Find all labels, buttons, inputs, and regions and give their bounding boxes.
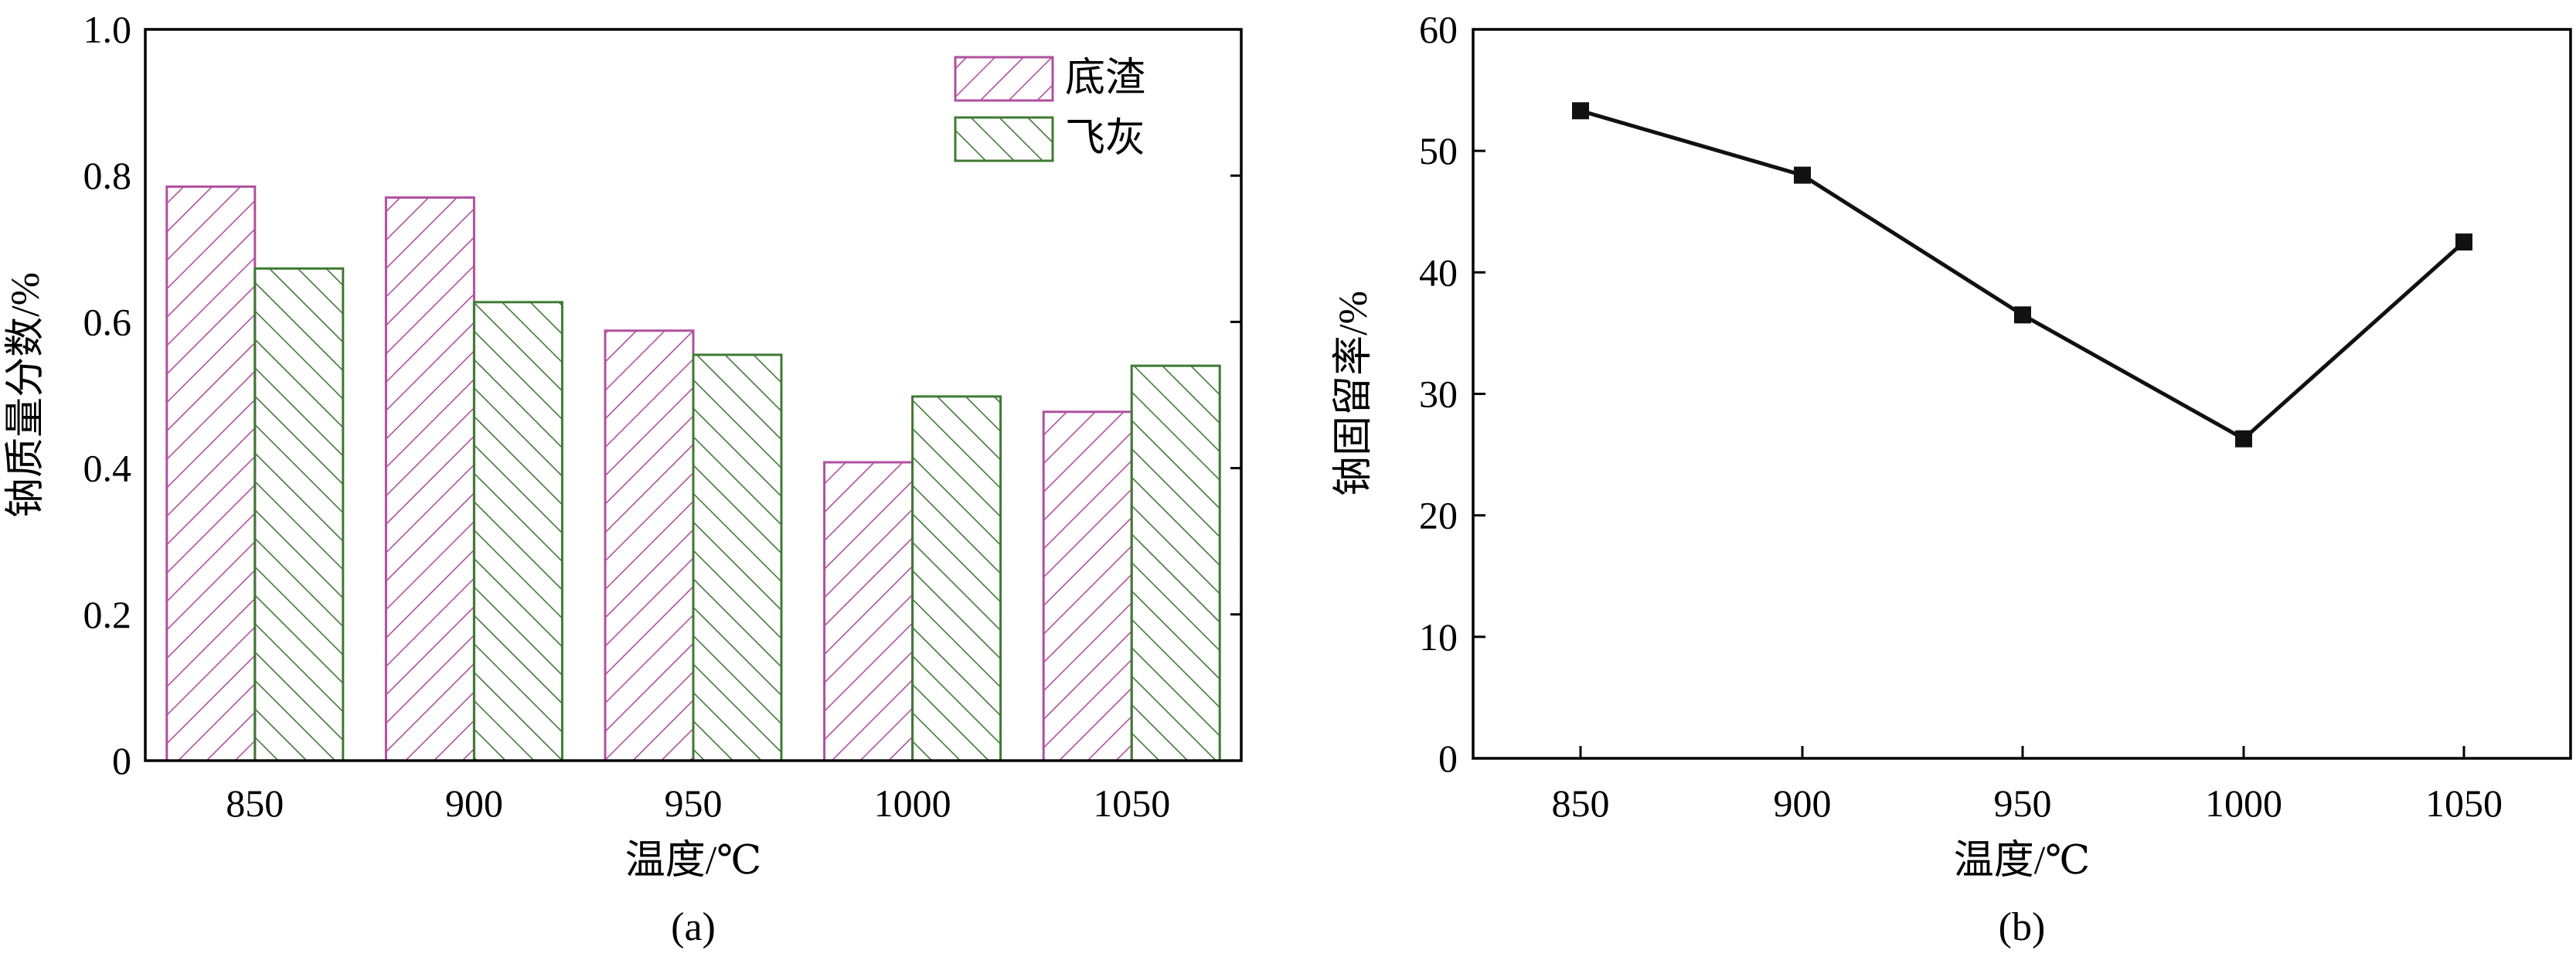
bar: [472, 301, 563, 762]
x-axis-label: 温度/℃: [625, 839, 762, 883]
y-tick-label: 0: [1438, 737, 1458, 780]
line-chart-panel: 0 10 20 30 40 50 60 850 900 950 1000 1050 温度/℃ (b)…: [1332, 8, 2572, 949]
legend-swatch-fly-ash: [954, 116, 1054, 162]
legend-label-bottom-ash: 底渣: [1065, 56, 1145, 100]
y-tick-label: 0.6: [83, 300, 132, 343]
bar: [1130, 364, 1221, 762]
y-tick-label: 30: [1419, 373, 1458, 416]
panel-label-b: (b): [1999, 905, 2046, 949]
x-tick-label: 850: [1552, 782, 1610, 825]
y-tick-label: 0: [112, 739, 131, 782]
x-tick-label: 950: [1994, 782, 2052, 825]
x-tick-label: 1050: [2425, 782, 2503, 825]
x-tick-label: 950: [665, 782, 723, 825]
data-point: [2235, 430, 2252, 448]
x-tick-label: 1000: [2205, 782, 2282, 825]
bar: [604, 329, 695, 762]
bar: [692, 353, 783, 762]
y-tick-label: 50: [1419, 129, 1458, 172]
y-tick-label: 0.4: [83, 447, 132, 490]
bar: [384, 196, 475, 762]
y-axis-ticks: 0 10 20 30 40 50 60: [1419, 8, 1485, 780]
bar-group: [165, 185, 1221, 762]
x-axis-ticks: 850 900 950 1000 1050: [1552, 746, 2503, 825]
plot-frame: [1472, 28, 2572, 760]
y-tick-label: 0.2: [83, 593, 132, 636]
y-axis-label: 钠质量分数/%: [4, 272, 48, 518]
y-tick-label: 0.8: [83, 154, 132, 197]
y-axis-label: 钠固留率/%: [1332, 291, 1376, 496]
y-tick-label: 10: [1419, 615, 1458, 659]
y-tick-label: 1.0: [83, 8, 132, 51]
data-point: [1794, 166, 1811, 184]
x-tick-label: 900: [445, 782, 503, 825]
data-point: [2455, 233, 2472, 251]
y-tick-label: 20: [1419, 494, 1458, 537]
bar: [911, 395, 1002, 762]
x-axis-ticks: 850 900 950 1000 1050: [226, 782, 1170, 825]
x-tick-label: 900: [1774, 782, 1832, 825]
x-axis-label: 温度/℃: [1954, 839, 2091, 883]
bar: [823, 461, 914, 762]
bar: [254, 267, 345, 762]
y-tick-label: 60: [1419, 8, 1458, 51]
legend-swatch-bottom-ash: [954, 56, 1054, 102]
legend: 底渣 飞灰: [954, 56, 1145, 162]
bar: [1042, 410, 1133, 762]
bar-chart-panel: 0 0.2 0.4 0.6 0.8 1.0 850 900 950 1000 1050 底渣 飞灰…: [4, 8, 1243, 949]
series-line: [1580, 108, 2465, 441]
data-point: [2014, 306, 2031, 324]
x-tick-label: 850: [226, 782, 284, 825]
bar: [165, 185, 257, 762]
x-tick-label: 1000: [874, 782, 951, 825]
y-tick-label: 40: [1419, 250, 1458, 294]
y-axis-ticks: 0 0.2 0.4 0.6 0.8 1.0: [83, 8, 1241, 782]
panel-label-a: (a): [671, 905, 716, 949]
x-tick-label: 1050: [1093, 782, 1170, 825]
data-series: [1572, 102, 2472, 448]
legend-label-fly-ash: 飞灰: [1065, 117, 1145, 161]
data-point: [1572, 102, 1589, 120]
plot-frame: [144, 28, 1243, 762]
